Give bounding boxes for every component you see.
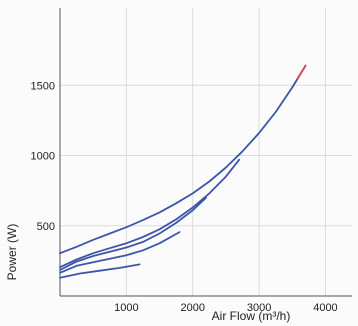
series-line-1 xyxy=(59,64,307,255)
series-line-5 xyxy=(59,263,141,279)
tick-labels: 1000 2000 3000 4000 500 1000 1500 xyxy=(31,80,338,314)
x-tick-label: 1000 xyxy=(114,302,138,314)
axes xyxy=(59,8,352,297)
series-line-4 xyxy=(59,231,181,274)
x-tick-label: 4000 xyxy=(313,302,337,314)
series-lines xyxy=(59,64,307,279)
x-axis-label: Air Flow (m³/h) xyxy=(212,309,291,323)
series-line-1-end-highlight xyxy=(296,64,307,80)
series-line-3 xyxy=(59,196,207,271)
series-line-2 xyxy=(59,158,241,269)
y-tick-label: 500 xyxy=(37,221,55,233)
x-tick-label: 3000 xyxy=(247,302,271,314)
y-tick-label: 1500 xyxy=(31,80,55,92)
y-tick-label: 1000 xyxy=(31,151,55,163)
grid xyxy=(60,8,352,296)
y-axis-label: Power (W) xyxy=(5,224,19,281)
x-tick-label: 2000 xyxy=(180,302,204,314)
